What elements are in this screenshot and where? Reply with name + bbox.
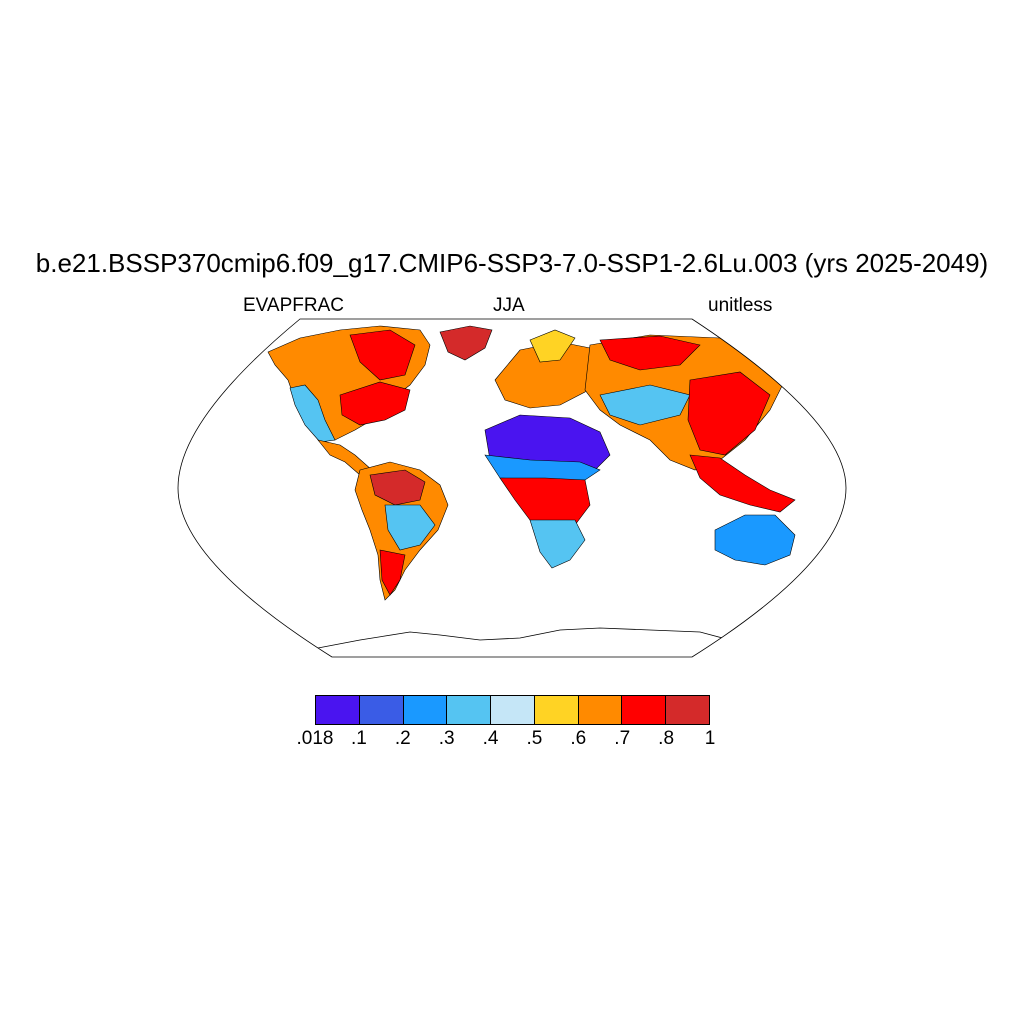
colorbar-tick-label: .3	[438, 728, 455, 749]
colorbar-tick-label: .018	[296, 728, 334, 749]
colorbar-tick-label: .2	[394, 728, 411, 749]
colorbar-tick-label: .5	[526, 728, 543, 749]
colorbar-tick-label: .7	[614, 728, 631, 749]
southeast-asia-region	[689, 454, 796, 513]
colorbar-box	[491, 696, 535, 724]
south-america-interior	[384, 504, 436, 551]
colorbar-box	[403, 696, 448, 724]
colorbar-tick-label: .6	[570, 728, 587, 749]
season-label: JJA	[493, 295, 525, 316]
colorbar-box	[534, 696, 579, 724]
colorbar-box	[316, 696, 360, 724]
plot-title: b.e21.BSSP370cmip6.f09_g17.CMIP6-SSP3-7.…	[35, 248, 989, 278]
southern-africa-region	[529, 519, 586, 569]
colorbar	[315, 695, 710, 725]
colorbar-tick-label: 1	[704, 728, 716, 749]
north-america-west	[289, 384, 336, 443]
canada-north	[349, 329, 416, 381]
variable-name: EVAPFRAC	[243, 295, 345, 316]
colorbar-box	[666, 696, 710, 724]
scandinavia-region	[529, 329, 576, 363]
colorbar-box	[622, 696, 667, 724]
north-america-east	[339, 381, 411, 426]
central-asia-region	[599, 384, 691, 426]
colorbar-tick-label: .8	[658, 728, 675, 749]
map-boundary	[177, 318, 847, 658]
australia-region	[714, 514, 796, 566]
antarctica-coastline	[317, 627, 731, 649]
colorbar-tick-label: .4	[482, 728, 499, 749]
colorbar-box	[447, 696, 492, 724]
colorbar-box	[359, 696, 404, 724]
east-asia-region	[687, 371, 771, 456]
units-label: unitless	[708, 295, 773, 316]
colorbar-box	[578, 696, 623, 724]
colorbar-tick-label: .1	[350, 728, 367, 749]
colorbar-labels: .018 .1 .2 .3 .4 .5 .6 .7 .8 1	[0, 728, 1024, 758]
south-america-south	[379, 549, 406, 596]
greenland-region	[439, 325, 493, 361]
siberia-region	[599, 335, 701, 371]
amazon-region	[369, 469, 426, 506]
